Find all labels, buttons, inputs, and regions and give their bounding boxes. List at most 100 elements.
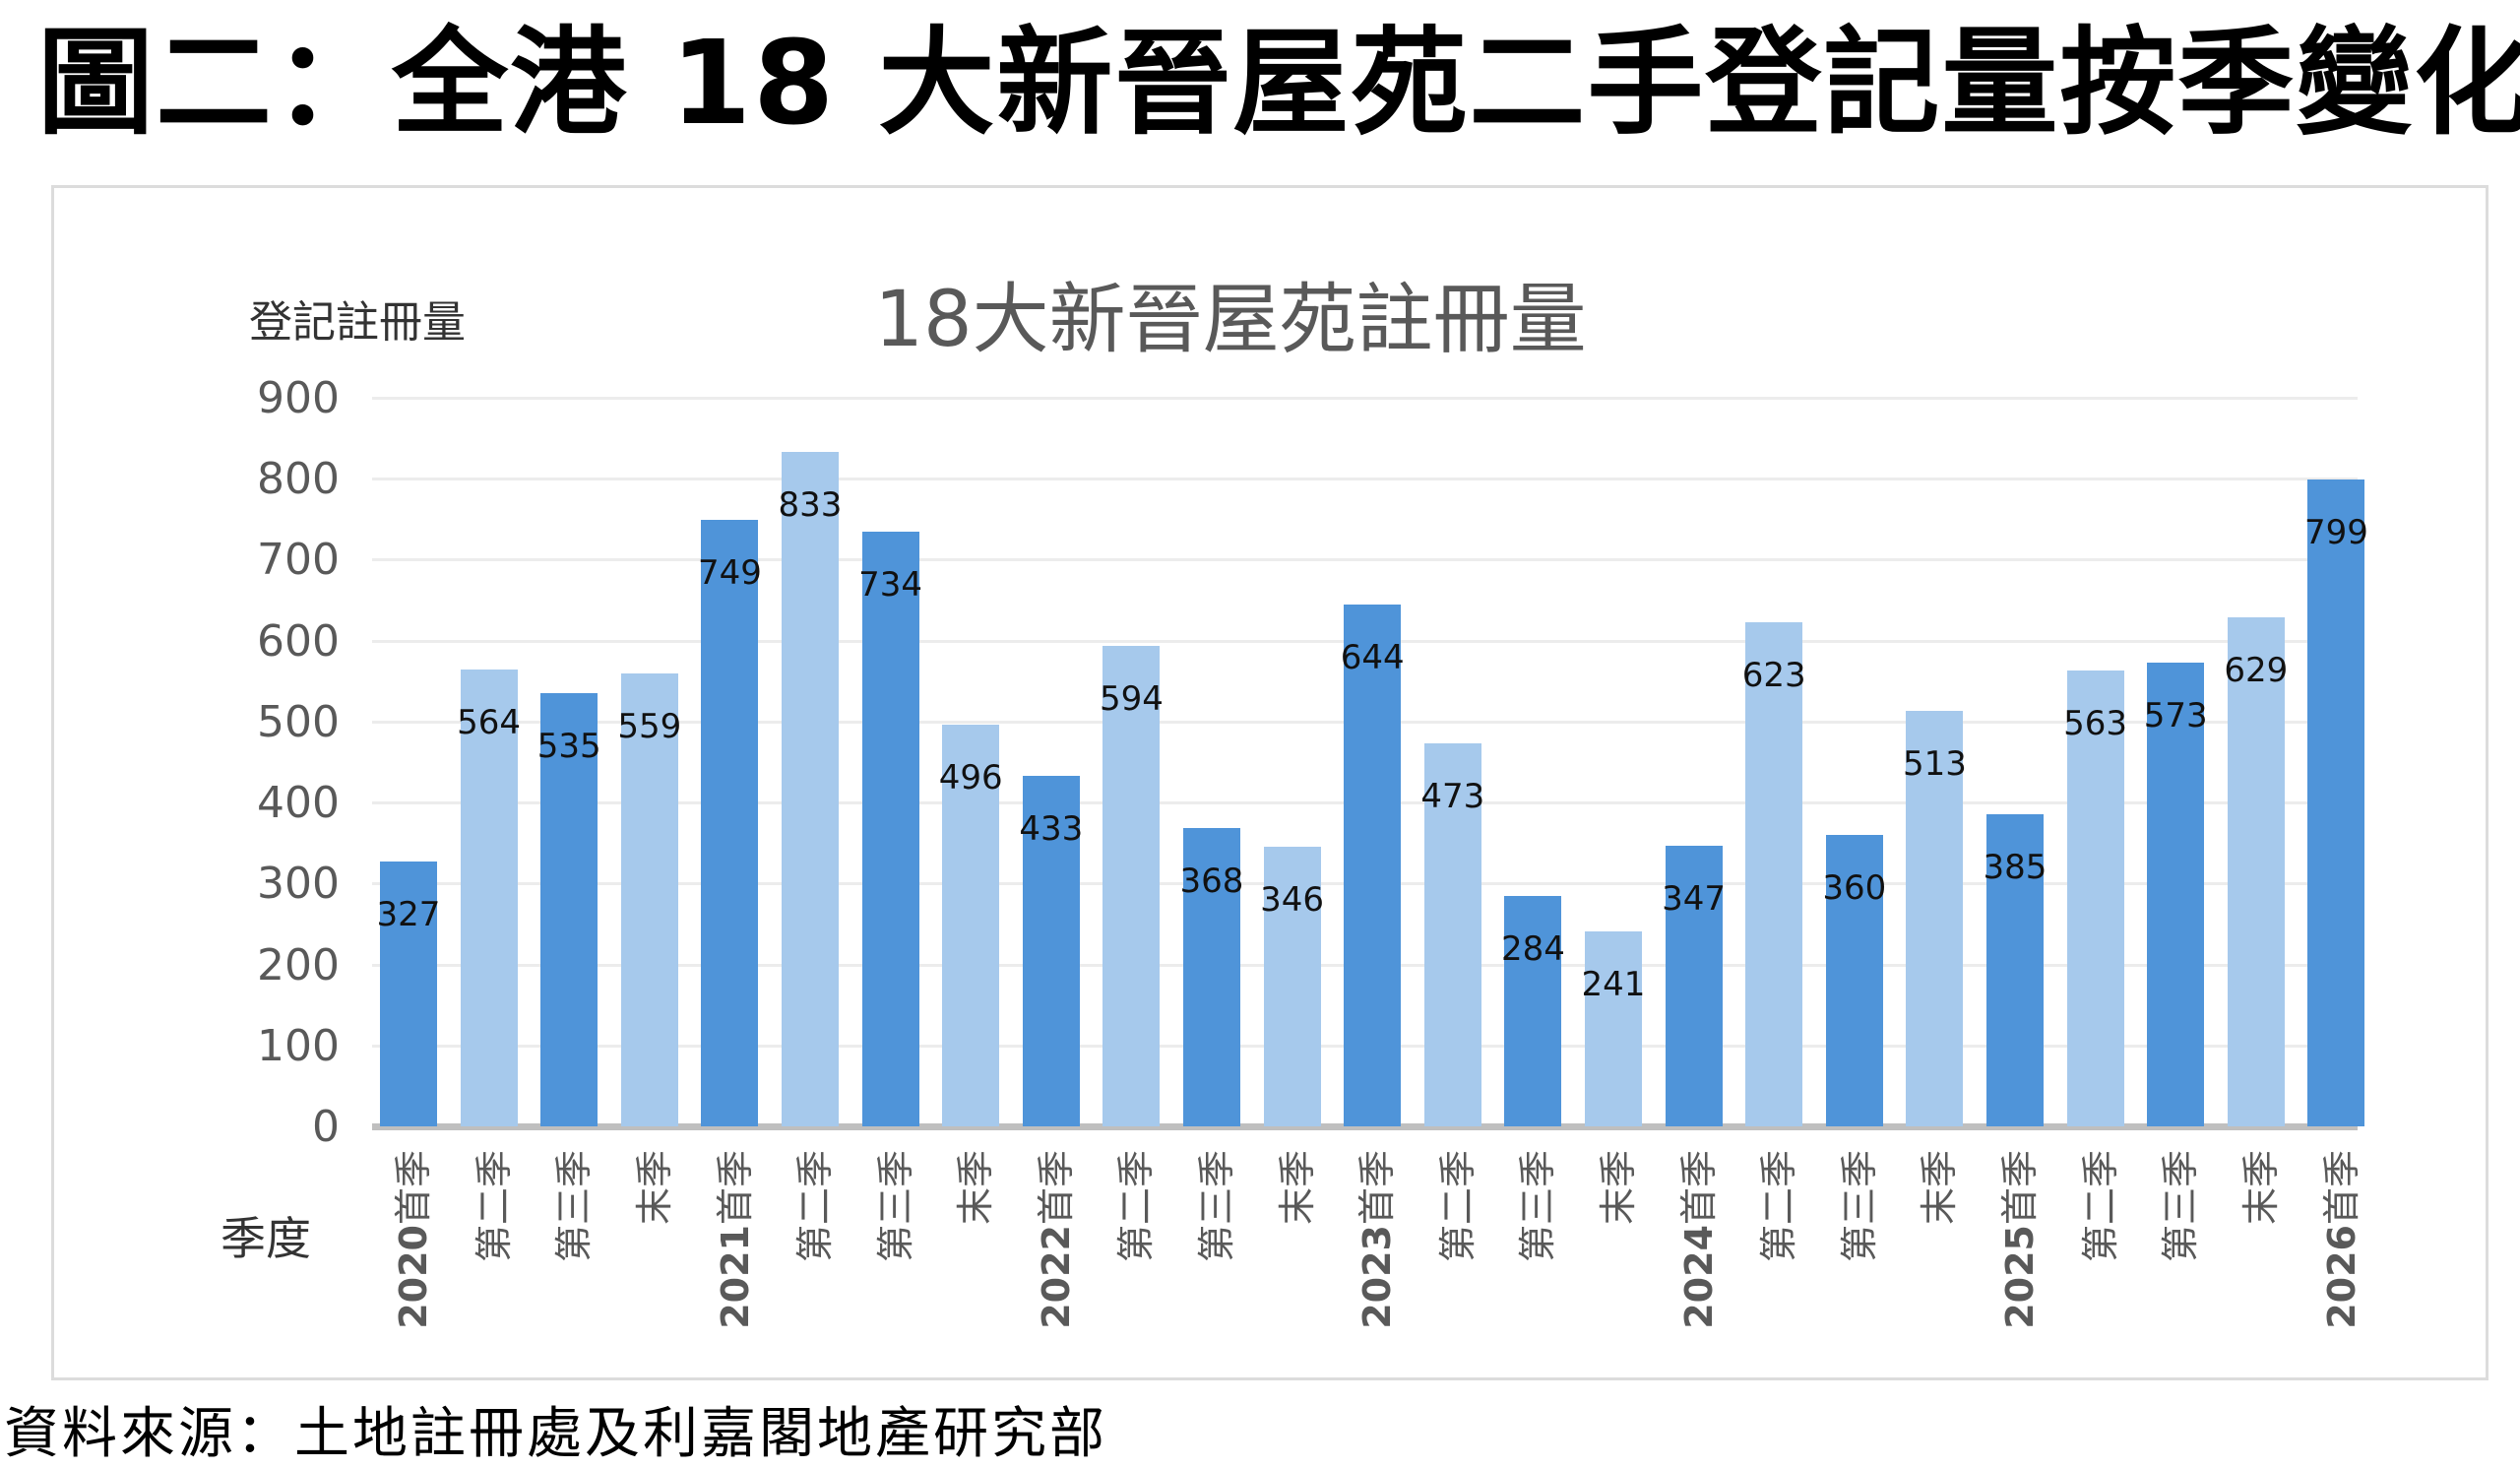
bar bbox=[2307, 479, 2365, 1126]
bar bbox=[620, 673, 678, 1126]
bar bbox=[782, 452, 839, 1126]
chart-frame bbox=[51, 185, 2488, 1380]
x-tick-quarter: 第三季 bbox=[1837, 1150, 1881, 1263]
gridline bbox=[372, 397, 2358, 400]
x-axis-title: 季度 bbox=[220, 1212, 311, 1265]
x-tick-label: 2021首季 bbox=[700, 1150, 759, 1337]
bar-value-label: 385 bbox=[1983, 848, 2048, 888]
x-tick-label: 第二季 bbox=[781, 1150, 840, 1337]
x-tick-label: 末季 bbox=[1905, 1150, 1964, 1337]
x-tick-label: 2023首季 bbox=[1343, 1150, 1402, 1337]
x-tick-quarter: 第二季 bbox=[1435, 1150, 1480, 1263]
bar-value-label: 513 bbox=[1902, 744, 1967, 785]
x-tick-year: 2024 bbox=[1676, 1225, 1721, 1329]
x-tick-label: 末季 bbox=[1584, 1150, 1643, 1337]
x-tick-label: 第三季 bbox=[1182, 1150, 1241, 1337]
bar-value-label: 629 bbox=[2224, 650, 2289, 690]
bar bbox=[1745, 621, 1803, 1126]
x-tick-quarter: 首季 bbox=[1034, 1150, 1078, 1226]
bar-value-label: 496 bbox=[938, 758, 1003, 798]
x-tick-label: 第二季 bbox=[1744, 1150, 1803, 1337]
bar-value-label: 564 bbox=[457, 703, 522, 743]
x-tick-label: 2025首季 bbox=[1985, 1150, 2045, 1337]
x-tick-quarter: 首季 bbox=[1676, 1150, 1721, 1226]
chart-title: 18大新晉屋苑註冊量 bbox=[0, 276, 2520, 364]
y-tick-label: 200 bbox=[257, 939, 340, 990]
x-tick-label: 第二季 bbox=[1423, 1150, 1482, 1337]
x-tick-quarter: 首季 bbox=[1998, 1150, 2042, 1226]
x-tick-label: 第三季 bbox=[2146, 1150, 2205, 1337]
bar-value-label: 749 bbox=[697, 553, 762, 594]
x-tick-quarter: 第三季 bbox=[2159, 1150, 2203, 1263]
bar-value-label: 573 bbox=[2143, 695, 2208, 735]
y-tick-label: 100 bbox=[257, 1020, 340, 1071]
bar bbox=[460, 670, 518, 1126]
x-tick-year: 2021 bbox=[713, 1225, 757, 1329]
y-tick-label: 500 bbox=[257, 696, 340, 747]
x-tick-label: 末季 bbox=[620, 1150, 679, 1337]
x-tick-quarter: 末季 bbox=[954, 1150, 998, 1226]
x-tick-quarter: 首季 bbox=[713, 1150, 757, 1226]
bar-value-label: 623 bbox=[1741, 655, 1806, 695]
x-tick-quarter: 末季 bbox=[1597, 1150, 1640, 1226]
x-tick-label: 第三季 bbox=[1503, 1150, 1562, 1337]
x-tick-quarter: 第三季 bbox=[1516, 1150, 1560, 1263]
bar-value-label: 473 bbox=[1420, 777, 1485, 817]
bar-value-label: 833 bbox=[778, 485, 843, 526]
y-tick-label: 800 bbox=[257, 454, 340, 505]
bar bbox=[1825, 835, 1883, 1126]
x-tick-label: 2026首季 bbox=[2306, 1150, 2365, 1337]
x-tick-year: 2020 bbox=[392, 1225, 435, 1329]
x-tick-year: 2023 bbox=[1355, 1225, 1400, 1329]
bar-value-label: 360 bbox=[1822, 868, 1887, 908]
x-tick-quarter: 首季 bbox=[2319, 1150, 2363, 1226]
x-tick-year: 2022 bbox=[1034, 1225, 1078, 1329]
bar-value-label: 799 bbox=[2303, 513, 2368, 553]
bar bbox=[2066, 671, 2124, 1126]
bar-value-label: 734 bbox=[858, 565, 923, 606]
bar-value-label: 284 bbox=[1500, 929, 1565, 970]
x-tick-quarter: 首季 bbox=[1355, 1150, 1400, 1226]
bar bbox=[1102, 645, 1161, 1126]
bar bbox=[1423, 743, 1481, 1126]
x-tick-quarter: 第三季 bbox=[873, 1150, 917, 1263]
x-tick-label: 第二季 bbox=[1102, 1150, 1161, 1337]
x-tick-year: 2025 bbox=[1998, 1225, 2042, 1329]
x-tick-label: 末季 bbox=[1263, 1150, 1322, 1337]
bar-value-label: 563 bbox=[2063, 704, 2128, 744]
y-tick-label: 900 bbox=[257, 373, 340, 423]
chart-title-text: 18大新晉屋苑註冊量 bbox=[874, 276, 1587, 364]
x-tick-label: 第三季 bbox=[539, 1150, 598, 1337]
x-tick-label: 第三季 bbox=[1825, 1150, 1884, 1337]
x-tick-label: 第二季 bbox=[460, 1150, 519, 1337]
bar-value-label: 241 bbox=[1581, 964, 1646, 1004]
x-tick-quarter: 第二季 bbox=[2078, 1150, 2122, 1263]
bar-value-label: 594 bbox=[1099, 678, 1164, 719]
x-tick-quarter: 第二季 bbox=[1757, 1150, 1801, 1263]
y-tick-label: 300 bbox=[257, 859, 340, 910]
bar-value-label: 433 bbox=[1019, 808, 1084, 849]
figure-title: 圖二：全港 18 大新晉屋苑二手登記量按季變化 bbox=[37, 15, 2520, 151]
x-tick-label: 末季 bbox=[941, 1150, 1000, 1337]
source-note: 資料來源：土地註冊處及利嘉閣地產研究部 bbox=[4, 1402, 1107, 1466]
x-tick-quarter: 末季 bbox=[632, 1150, 676, 1226]
bar bbox=[701, 520, 759, 1126]
bar bbox=[2227, 616, 2285, 1126]
bar bbox=[540, 693, 598, 1126]
bar bbox=[1585, 930, 1642, 1126]
bar-value-label: 327 bbox=[376, 895, 441, 935]
y-axis-title: 登記註冊量 bbox=[249, 297, 466, 348]
x-tick-label: 2020首季 bbox=[379, 1150, 438, 1337]
bar bbox=[1183, 828, 1240, 1126]
x-tick-quarter: 末季 bbox=[1275, 1150, 1319, 1226]
x-tick-label: 2024首季 bbox=[1665, 1150, 1724, 1337]
x-tick-quarter: 第二季 bbox=[793, 1150, 837, 1263]
x-tick-quarter: 第三季 bbox=[552, 1150, 597, 1263]
gridline bbox=[372, 478, 2358, 481]
bar bbox=[942, 725, 1000, 1126]
bar-value-label: 347 bbox=[1662, 878, 1727, 919]
x-tick-quarter: 第三季 bbox=[1195, 1150, 1238, 1263]
x-tick-quarter: 首季 bbox=[392, 1150, 435, 1226]
x-tick-quarter: 末季 bbox=[2238, 1150, 2283, 1226]
bar-value-label: 346 bbox=[1260, 879, 1325, 920]
